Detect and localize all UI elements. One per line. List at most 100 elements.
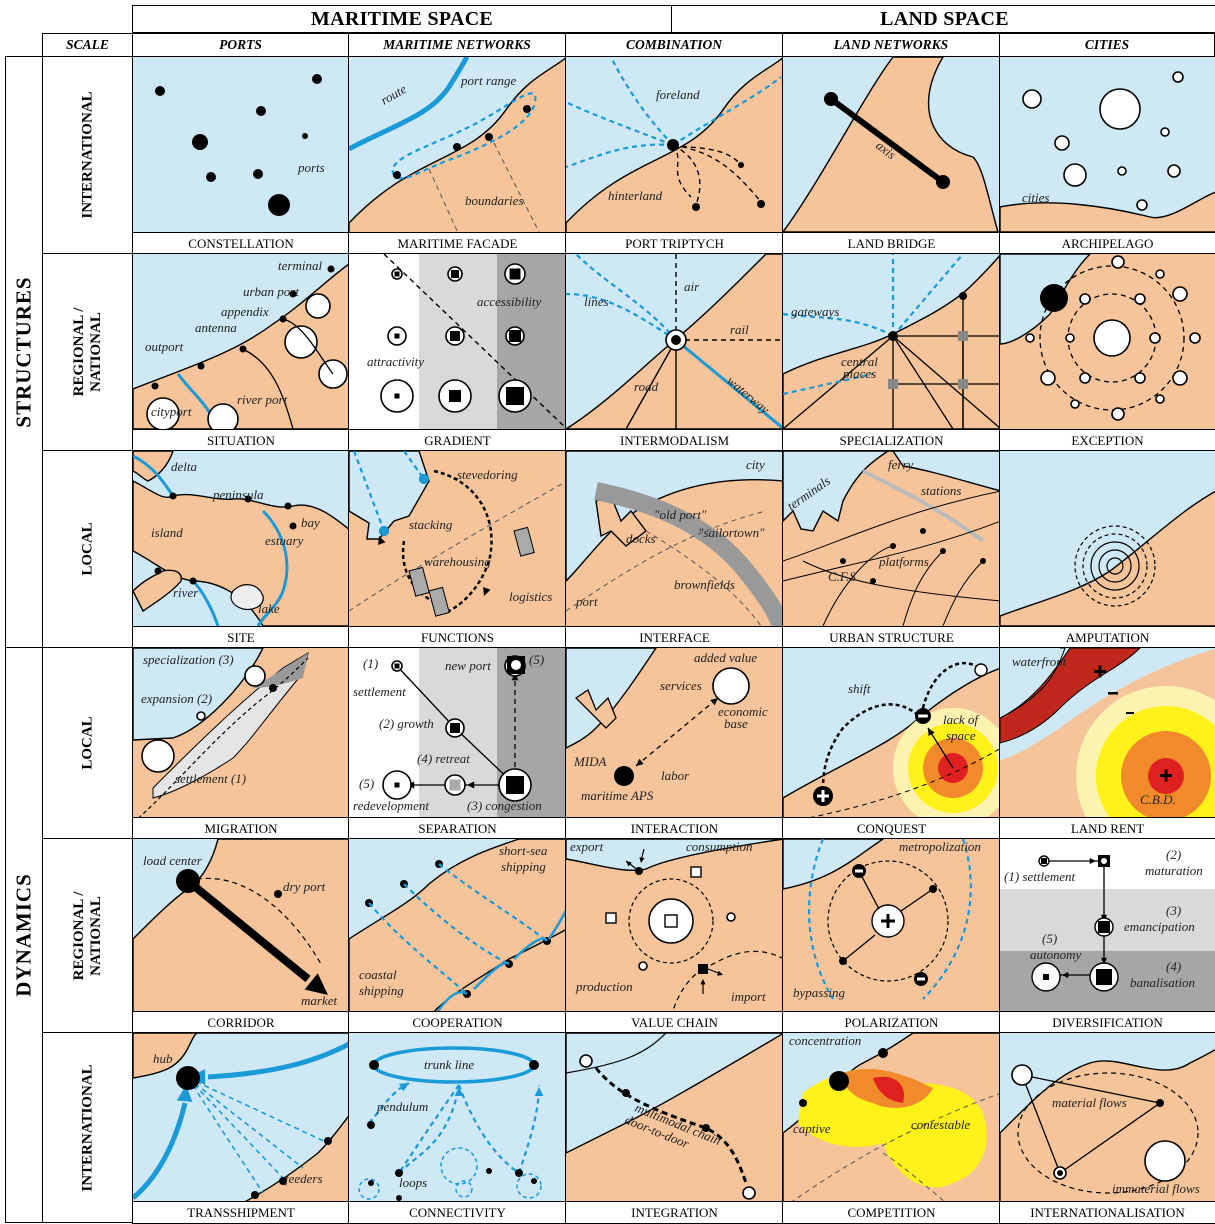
diagram-cell-urban-structure: ferry terminals stations platforms C.F.S. URB… (782, 450, 1001, 649)
boundary-line (790, 1092, 1000, 1202)
cell-caption: SPECIALIZATION (783, 429, 1000, 451)
cell-caption: CORRIDOR (133, 1011, 349, 1033)
redevelopment-node-core (394, 782, 400, 788)
arrow-head (710, 698, 718, 706)
sea-area (133, 57, 349, 233)
arrow-head (636, 758, 644, 766)
retreat-node-core (449, 779, 461, 791)
cell-caption: INTERMODALISM (566, 429, 783, 451)
cell-caption: PORT TRIPTYCH (566, 232, 783, 254)
new-port-core (511, 660, 521, 670)
port-dot (169, 492, 177, 500)
cell-illustration: axis (783, 57, 1000, 233)
diagram-label: market (301, 993, 337, 1008)
node-large-core (509, 330, 521, 342)
amputation-ring (1090, 541, 1140, 591)
hinterland-link (672, 144, 762, 203)
hub-dot (176, 1066, 200, 1090)
diagram-label: port (575, 594, 598, 609)
port-dot (289, 522, 297, 530)
node-large-core (509, 268, 521, 280)
diagram-label: delta (171, 459, 197, 474)
shift-flow (921, 661, 982, 709)
boundary-line (349, 480, 566, 612)
node-small-core (394, 333, 400, 339)
cell-illustration: cities (1000, 57, 1215, 233)
diagram-label: logistics (509, 589, 552, 604)
diagram-label: emancipation (1124, 919, 1195, 934)
arrow-head (700, 979, 706, 985)
diagram-label: peninsula (212, 487, 264, 502)
diagram-label: dry port (283, 879, 326, 894)
plus-symbol (1164, 769, 1168, 782)
sea-area (566, 1033, 783, 1154)
plus-node (974, 663, 988, 677)
cell-illustration: (1) settlement new port (5) (2) growth (4) re… (349, 648, 566, 818)
cooperation-flow (403, 883, 510, 965)
port-dot (302, 133, 308, 139)
diagram-label: stations (921, 483, 961, 498)
diagram-label: contestable (911, 1117, 970, 1132)
diagram-label: platforms (878, 554, 929, 569)
flow-arrow (842, 934, 876, 962)
diagram-label: island (151, 525, 183, 540)
diagram-label: export (570, 839, 604, 854)
port-core (1057, 1170, 1063, 1176)
diagram-label: ferry (888, 457, 914, 472)
corridor (185, 877, 311, 983)
land-space-header: LAND SPACE (671, 5, 1215, 33)
arrow-head (1100, 957, 1108, 964)
minus-symbol (1126, 712, 1134, 714)
berth-dot (419, 474, 429, 484)
diagram-label: gateways (791, 304, 839, 319)
city-circle (1111, 407, 1125, 421)
cell-caption: GRADIENT (349, 429, 566, 451)
cell-caption: CONQUEST (783, 817, 1000, 839)
loop-route (516, 1173, 542, 1199)
boundary-line (493, 142, 540, 233)
coastal-shipping (513, 937, 549, 960)
feeder-dot (279, 1177, 287, 1185)
port-dot (824, 92, 838, 106)
cell-caption: COOPERATION (349, 1011, 566, 1033)
node-medium-core (451, 270, 459, 278)
station-dot (840, 558, 846, 564)
diagram-cell-separation: (1) settlement new port (5) (2) growth (4) re… (348, 647, 567, 840)
origin-node (579, 1054, 593, 1068)
city-circle (1040, 370, 1056, 386)
city-circle (1160, 127, 1170, 137)
shipping-line (566, 292, 677, 341)
symbol (821, 790, 825, 802)
port-dot (667, 139, 679, 151)
foreland-link (566, 143, 674, 169)
cell-illustration: hub feeders (133, 1033, 349, 1202)
port-dot (189, 577, 197, 585)
load-center-dot (176, 869, 200, 893)
diagram-label: ports (297, 160, 325, 175)
station-dot (940, 548, 946, 554)
inland-dot (757, 200, 765, 208)
logistics-flow (433, 469, 493, 613)
node-small-core (394, 393, 400, 399)
diagram-label: "old port" (654, 507, 707, 522)
cell-caption: MIGRATION (133, 817, 349, 839)
sea-area (783, 839, 885, 890)
city-circle (1134, 293, 1146, 305)
arrow-head (399, 1083, 409, 1092)
city-circle (1134, 372, 1146, 384)
gateway-route (783, 312, 894, 337)
diagram-label: hinterland (608, 188, 663, 203)
diagram-cell-value-chain: export consumption production import VALUE C… (565, 838, 784, 1034)
arrow-head (378, 536, 386, 545)
diagram-label: (5) (529, 652, 544, 667)
land-area (783, 919, 1000, 1012)
diagram-label: (3) congestion (467, 798, 542, 813)
diagram-label: captive (793, 1121, 831, 1136)
contestable-zone (798, 1069, 987, 1188)
diagram-cell-port-triptych: foreland hinterland PORT TRIPTYCH (565, 56, 784, 255)
port-dot (878, 1048, 888, 1058)
production-square (605, 912, 617, 924)
city-circle (1070, 399, 1080, 409)
